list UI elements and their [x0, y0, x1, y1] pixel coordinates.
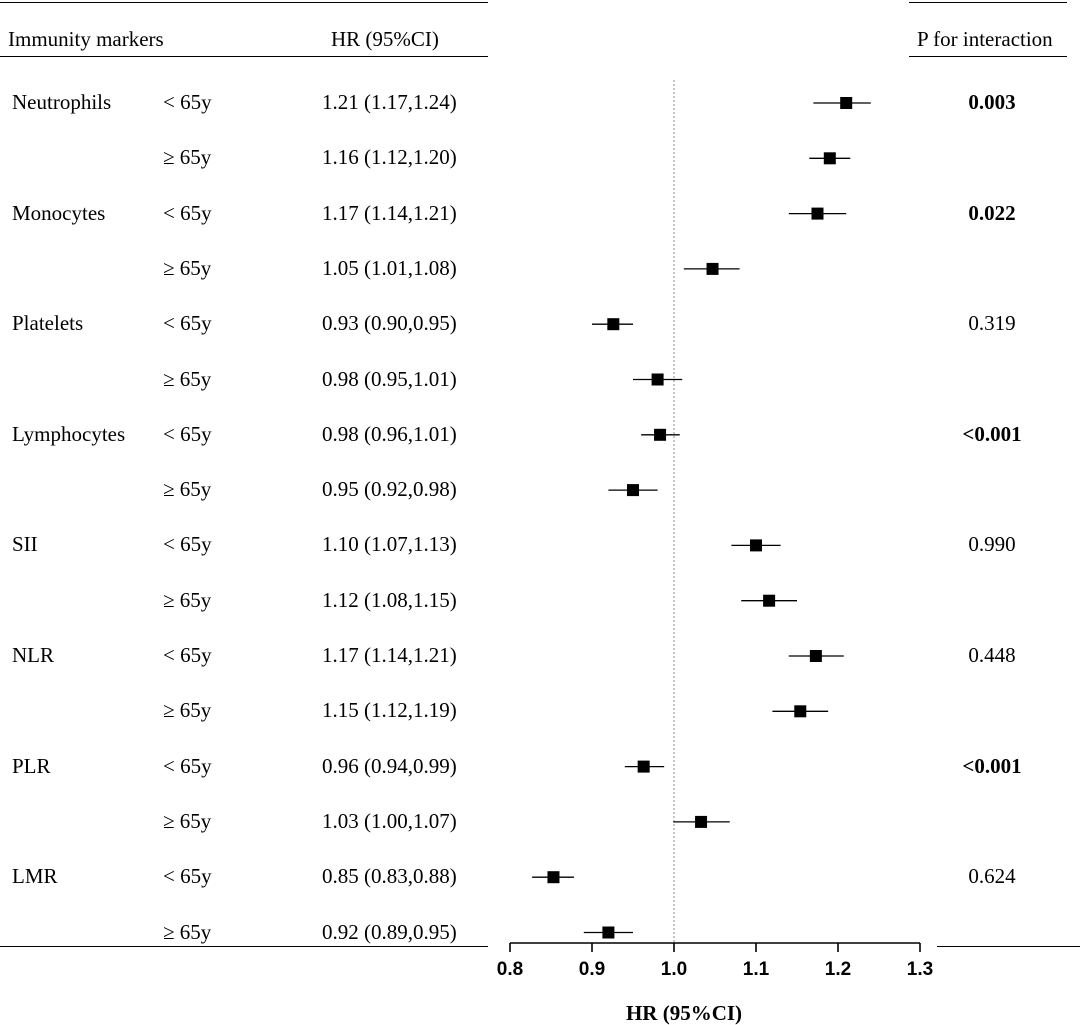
p-interaction-value: <0.001 — [962, 753, 1022, 778]
hr-ci-label: 1.10 (1.07,1.13) — [322, 532, 457, 557]
x-tick-label: 1.3 — [907, 959, 933, 980]
age-group-label: ≥ 65y — [163, 808, 212, 833]
column-header-markers: Immunity markers — [8, 27, 164, 51]
hr-point — [654, 428, 667, 441]
p-interaction-value: 0.624 — [968, 864, 1016, 889]
marker-label: Lymphocytes — [12, 421, 126, 446]
hr-point — [840, 97, 853, 109]
x-axis-title: HR (95%CI) — [626, 1001, 742, 1025]
x-tick-label: 0.8 — [497, 959, 523, 980]
hr-point — [547, 871, 560, 884]
hr-ci-label: 1.16 (1.12,1.20) — [322, 145, 457, 170]
x-tick-label: 1.0 — [661, 959, 687, 980]
top-rule-right — [909, 2, 1067, 3]
top-rule-left — [0, 2, 488, 3]
hr-point — [763, 594, 776, 607]
age-group-label: < 65y — [163, 90, 212, 114]
age-group-label: < 65y — [163, 532, 212, 557]
hr-point — [651, 373, 664, 386]
p-interaction-value: 0.990 — [968, 532, 1016, 557]
age-group-label: ≥ 65y — [163, 145, 212, 170]
hr-ci-label: 0.95 (0.92,0.98) — [322, 477, 457, 502]
age-group-label: < 65y — [163, 643, 212, 667]
hr-ci-label: 0.98 (0.96,1.01) — [322, 421, 457, 446]
hr-ci-label: 1.15 (1.12,1.19) — [322, 698, 457, 723]
age-group-label: < 65y — [163, 421, 212, 446]
age-group-label: ≥ 65y — [163, 587, 212, 612]
hr-ci-label: 1.03 (1.00,1.07) — [322, 808, 457, 833]
hr-ci-label: 1.12 (1.08,1.15) — [322, 587, 457, 612]
hr-ci-label: 1.21 (1.17,1.24) — [322, 90, 457, 114]
hr-point — [811, 207, 824, 220]
column-header-hr: HR (95%CI) — [331, 27, 439, 51]
marker-label: NLR — [12, 643, 54, 667]
hr-point — [695, 815, 708, 828]
p-interaction-value: <0.001 — [962, 421, 1022, 446]
x-tick-label: 0.9 — [579, 959, 605, 980]
hr-point — [794, 705, 807, 718]
hr-point — [602, 926, 615, 939]
hr-ci-label: 0.96 (0.94,0.99) — [322, 753, 457, 778]
hr-ci-label: 0.98 (0.95,1.01) — [322, 366, 457, 391]
hr-ci-label: 1.17 (1.14,1.21) — [322, 643, 457, 667]
age-group-label: ≥ 65y — [163, 698, 212, 723]
x-tick-label: 1.2 — [825, 959, 851, 980]
hr-point — [637, 760, 650, 773]
hr-point — [809, 650, 822, 662]
marker-label: Monocytes — [12, 200, 106, 225]
hr-ci-label: 1.05 (1.01,1.08) — [322, 255, 457, 280]
marker-label: Neutrophils — [12, 90, 112, 114]
marker-label: Platelets — [12, 311, 84, 336]
hr-point — [750, 539, 762, 552]
age-group-label: < 65y — [163, 753, 212, 778]
age-group-label: ≥ 65y — [163, 255, 212, 280]
marker-label: PLR — [12, 753, 51, 778]
age-group-label: ≥ 65y — [163, 366, 212, 391]
hr-ci-label: 0.92 (0.89,0.95) — [322, 919, 457, 944]
hr-point — [823, 152, 836, 165]
x-tick-label: 1.1 — [743, 959, 770, 980]
p-interaction-value: 0.022 — [968, 200, 1016, 225]
hr-point — [607, 318, 620, 331]
age-group-label: < 65y — [163, 200, 212, 225]
p-interaction-value: 0.448 — [968, 643, 1016, 667]
p-interaction-value: 0.003 — [968, 90, 1016, 114]
bottom-rule-right — [937, 946, 1080, 947]
marker-label: LMR — [12, 864, 58, 889]
header-rule-right — [909, 56, 1067, 57]
hr-ci-label: 0.93 (0.90,0.95) — [322, 311, 457, 336]
column-header-p: P for interaction — [917, 27, 1053, 51]
hr-point — [627, 484, 639, 497]
hr-ci-label: 1.17 (1.14,1.21) — [322, 200, 457, 225]
p-interaction-value: 0.319 — [968, 311, 1016, 336]
hr-ci-label: 0.85 (0.83,0.88) — [322, 864, 457, 889]
hr-point — [706, 262, 719, 275]
age-group-label: ≥ 65y — [163, 477, 212, 502]
bottom-rule-left — [0, 946, 488, 947]
marker-label: SII — [12, 532, 38, 557]
age-group-label: < 65y — [163, 864, 212, 889]
age-group-label: < 65y — [163, 311, 212, 336]
header-rule-left — [0, 56, 488, 57]
age-group-label: ≥ 65y — [163, 919, 212, 944]
